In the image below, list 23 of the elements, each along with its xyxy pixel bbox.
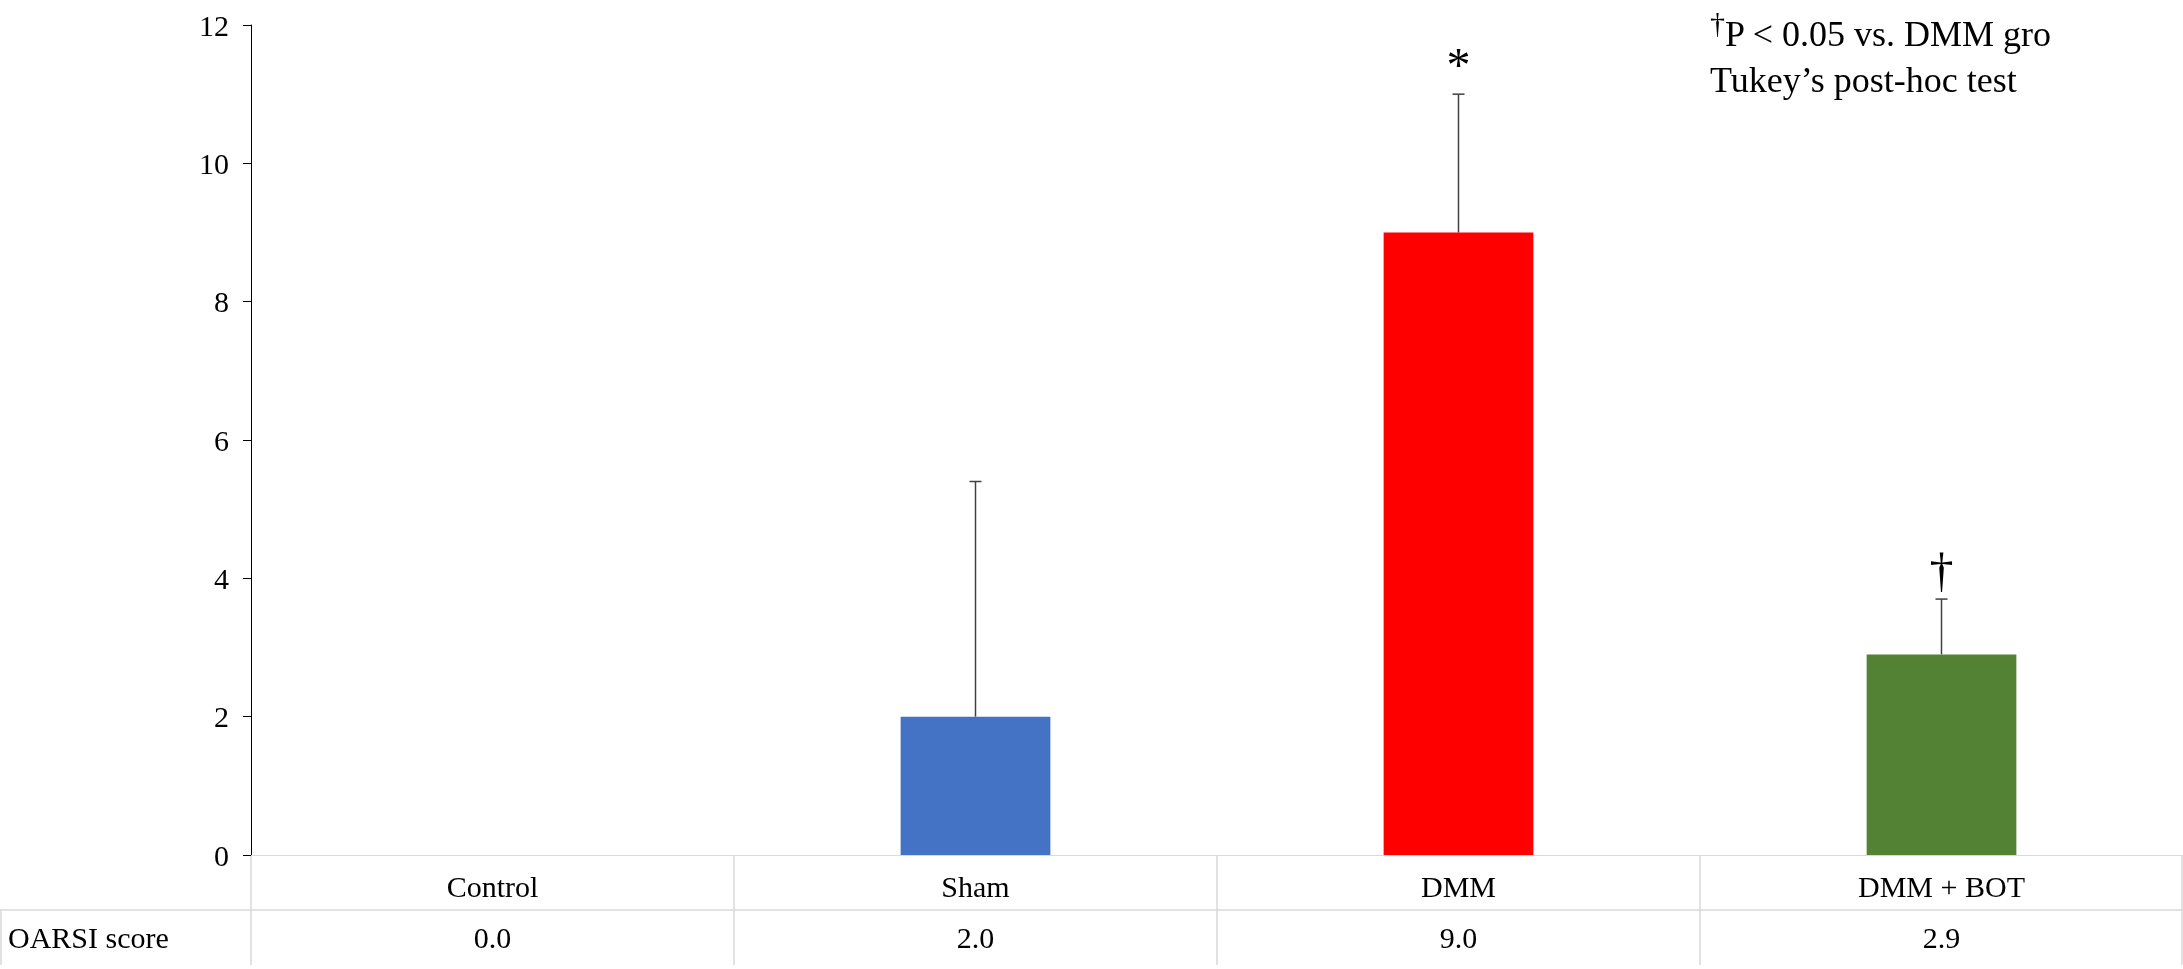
y-tick-label: 2 [214,700,229,734]
y-tick-label: 4 [214,561,229,595]
y-tick-label: 8 [214,285,229,319]
y-tick-label: 0 [214,838,229,872]
data-label: 2.0 [956,921,995,954]
text: OARSI score [8,921,169,954]
bar [1383,232,1534,855]
x-tick-label: DMM + BOT [1858,869,2025,903]
y-tick-label: 10 [199,146,229,180]
y-tick-label: 6 [214,423,229,457]
annotation: * [1446,37,1471,91]
x-tick-label: Control [446,869,539,903]
annotation: † [1929,542,1954,596]
y-tick-label: 12 [199,8,229,42]
x-tick-label: Sham [941,869,1010,903]
annotation: Tukey’s post-hoc test [1710,59,2018,102]
bar [1866,654,2017,855]
data-label: 2.9 [1922,921,1961,954]
annotation: $^{†}$P < 0.05 vs. DMM gro [1710,5,2052,56]
data-label: 9.0 [1439,921,1478,954]
bar [900,716,1051,855]
data-label: 0.0 [473,921,512,954]
x-tick-label: DMM [1420,869,1497,903]
